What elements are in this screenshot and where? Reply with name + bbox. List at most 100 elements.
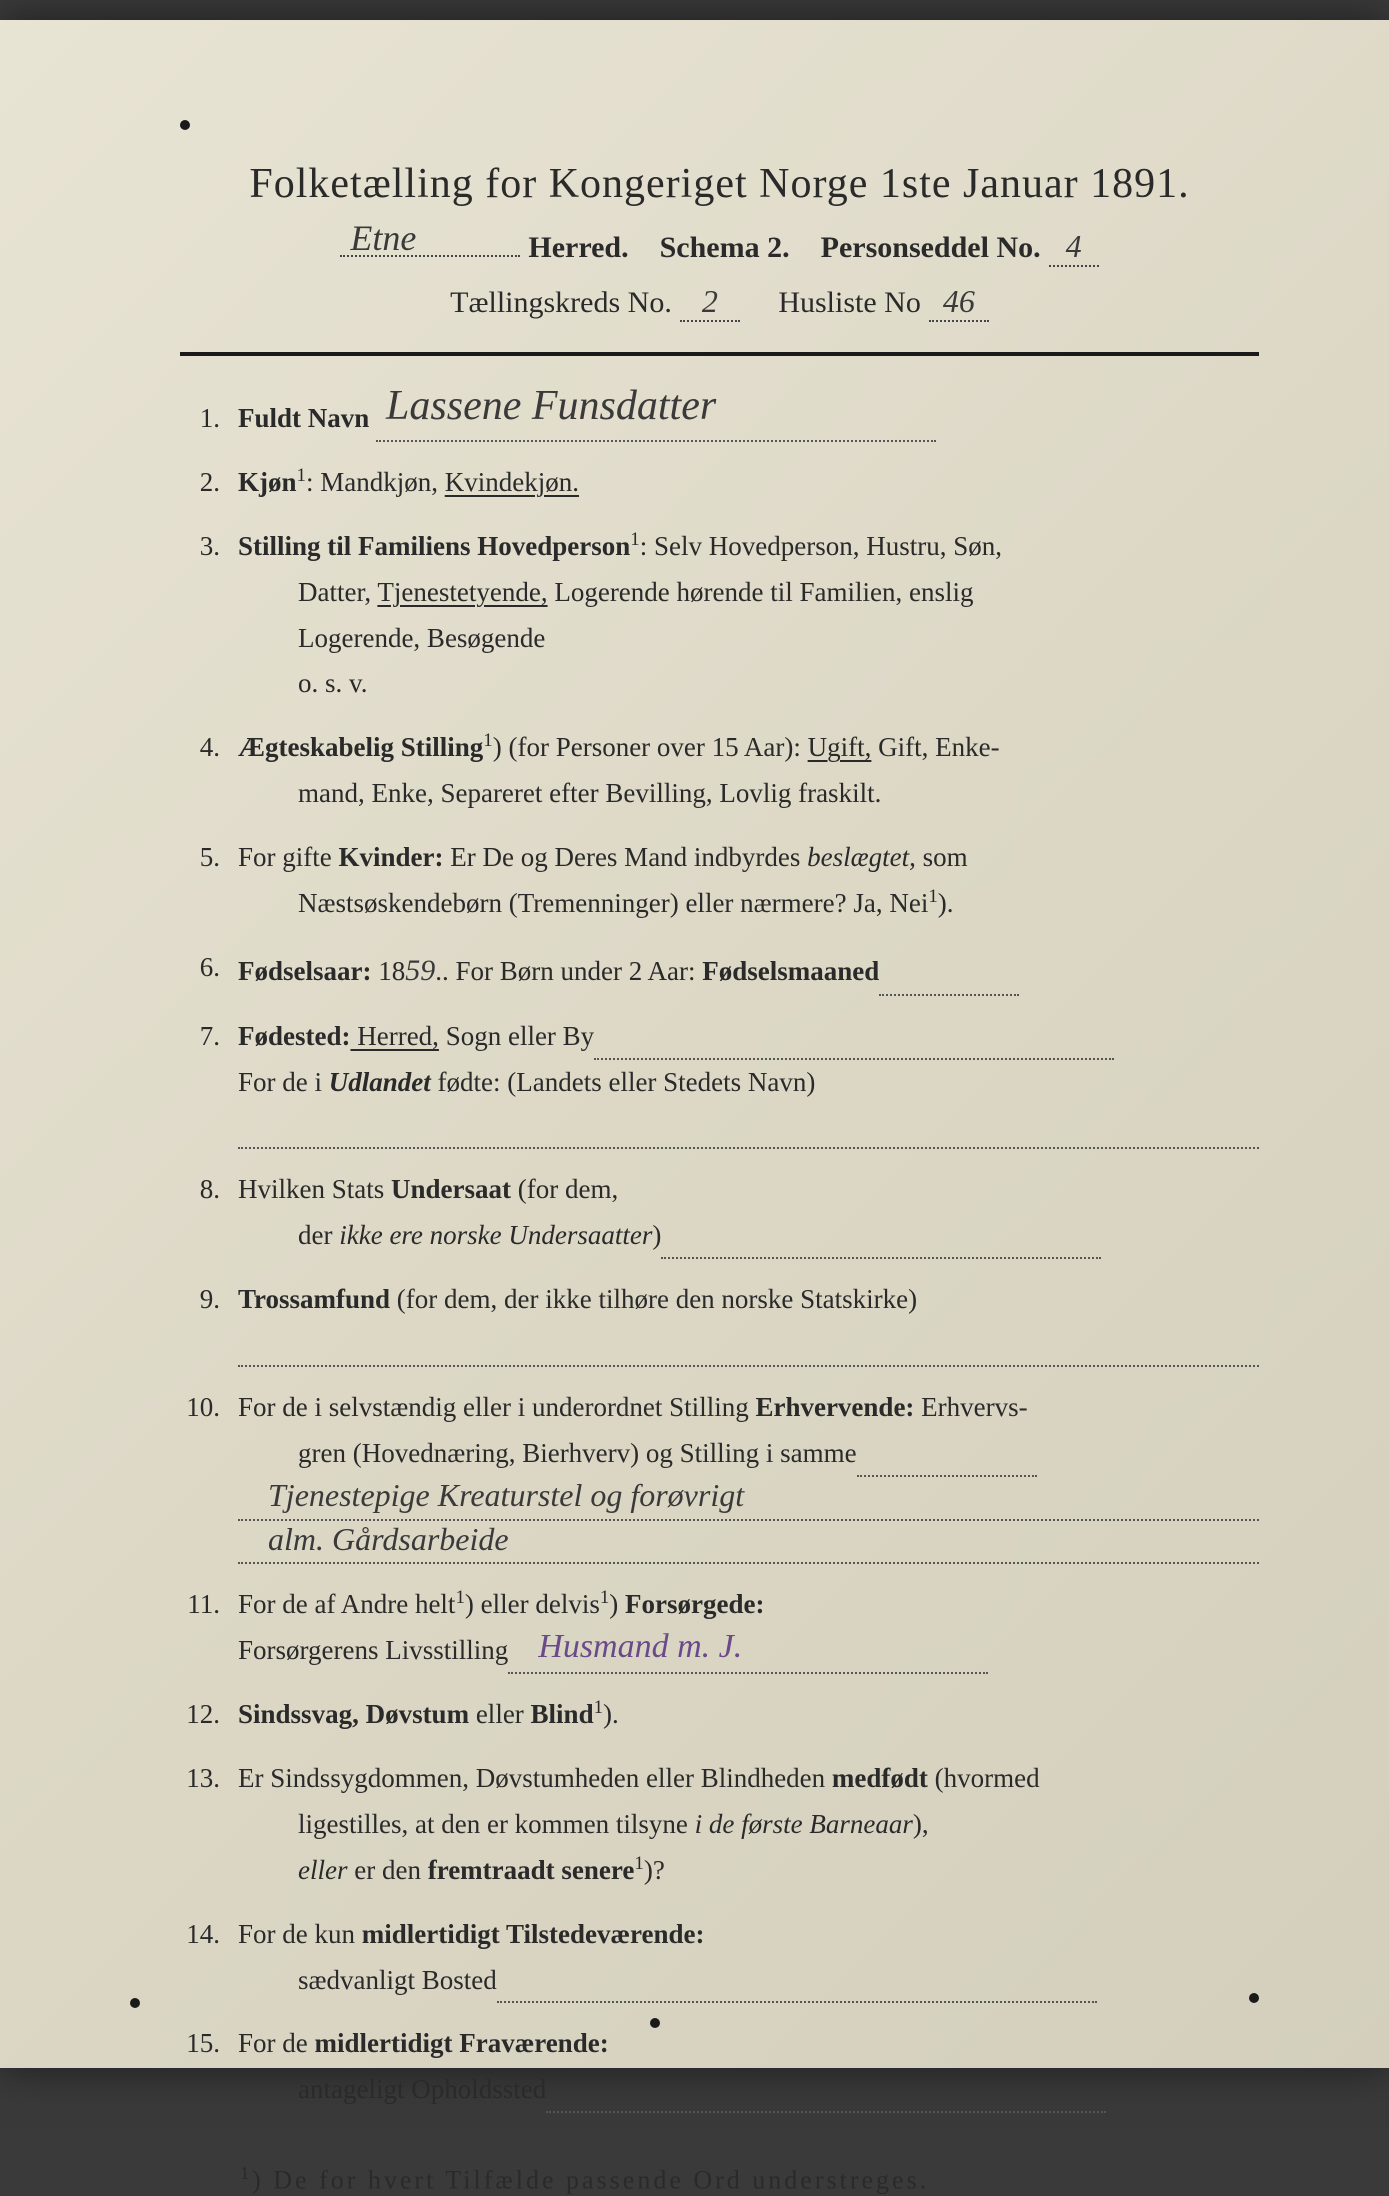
item-content: For de kun midlertidigt Tilstedeværende:… [238,1912,1259,2004]
religion-field [238,1329,1259,1367]
text: Datter, [298,577,377,607]
label-fuldt-navn: Fuldt Navn [238,403,369,433]
label-fremtraadt: fremtraadt senere [428,1855,635,1885]
sup: 1 [455,1587,464,1608]
header-line-1: Etne Herred. Schema 2. Personseddel No. … [180,228,1259,267]
item-2: 2. Kjøn1: Mandkjøn, Kvindekjøn. [180,460,1259,506]
item-num: 2. [180,460,238,506]
header-divider [180,352,1259,356]
sup: 1 [297,465,306,486]
foreign-birth-field [238,1112,1259,1150]
text: eller [469,1699,530,1729]
item-4: 4. Ægteskabelig Stilling1) (for Personer… [180,725,1259,817]
sup: 1 [630,529,639,550]
label-fodselsaar: Fødselsaar: [238,956,371,986]
footnote: 1) De for hvert Tilfælde passende Ord un… [240,2163,1259,2196]
label-medfodt: medfødt [832,1763,928,1793]
text: Sogn eller By [439,1021,594,1051]
kreds-label: Tællingskreds No. [450,286,672,320]
text: der [298,1220,339,1250]
sup: 1 [928,886,937,907]
label-sindssvag: Sindssvag, Døvstum [238,1699,469,1729]
label-aegteskab: Ægteskabelig Stilling [238,732,483,762]
footnote-sup: 1 [240,2163,252,2183]
item-num: 10. [180,1385,238,1431]
text: ) [609,1589,625,1619]
item-10: 10. For de i selvstændig eller i underor… [180,1385,1259,1564]
item-num: 9. [180,1277,238,1323]
item-content: Fødselsaar: 1859.. For Børn under 2 Aar:… [238,945,1259,996]
sup: 1 [483,730,492,751]
item-content: For de i selvstændig eller i underordnet… [238,1385,1259,1564]
item-8: 8. Hvilken Stats Undersaat (for dem, der… [180,1167,1259,1259]
item-content: Trossamfund (for dem, der ikke tilhøre d… [238,1277,1259,1367]
herred-label: Herred. [528,231,628,265]
kvindekjon-underlined: Kvindekjøn. [445,467,579,497]
item-content: Fuldt Navn Lassene Funsdatter [238,396,1259,442]
item-15: 15. For de midlertidigt Fraværende: anta… [180,2021,1259,2113]
text: Er Sindssygdommen, Døvstumheden eller Bl… [238,1763,832,1793]
item-num: 1. [180,396,238,442]
text: For de af Andre helt [238,1589,455,1619]
provider-value: Husmand m. J. [538,1618,742,1676]
text: Er De og Deres Mand indbyrdes [444,842,808,872]
personseddel-label: Personseddel No. [821,231,1041,265]
text: For de i selvstændig eller i underordnet… [238,1392,755,1422]
text: (for dem, [511,1174,618,1204]
item-content: For de af Andre helt1) eller delvis1) Fo… [238,1582,1259,1674]
text: Logerende, Besøgende [298,623,545,653]
text: For de kun [238,1919,362,1949]
item-13: 13. Er Sindssygdommen, Døvstumheden elle… [180,1756,1259,1894]
label-fodselsmaaned: Fødselsmaaned [702,956,879,986]
item-3: 3. Stilling til Familiens Hovedperson1: … [180,524,1259,708]
birthplace-field [594,1027,1114,1059]
tjenestetyende-underlined: Tjenestetyende, [377,577,547,607]
text: For Børn under 2 Aar: [449,956,702,986]
text-italic: Udlandet [329,1067,431,1097]
item-7: 7. Fødested: Herred, Sogn eller By For d… [180,1014,1259,1150]
item-content: Kjøn1: Mandkjøn, Kvindekjøn. [238,460,1259,506]
text-italic: ikke ere norske Undersaatter [339,1220,652,1250]
text: som [916,842,968,872]
text: ) eller delvis [465,1589,600,1619]
sup: 1 [634,1853,643,1874]
occupation-field-2: alm. Gårdsarbeide [238,1527,1259,1565]
label-fodested: Fødested: [238,1021,350,1051]
item-content: Ægteskabelig Stilling1) (for Personer ov… [238,725,1259,817]
text: Gift, Enke- [871,732,999,762]
item-num: 3. [180,524,238,570]
item-5: 5. For gifte Kvinder: Er De og Deres Man… [180,835,1259,927]
text-italic: i de første Barneaar [695,1809,913,1839]
label-trossamfund: Trossamfund [238,1284,390,1314]
text: For gifte [238,842,339,872]
item-content: Fødested: Herred, Sogn eller By For de i… [238,1014,1259,1150]
text-italic: beslægtet, [807,842,916,872]
label-fravaerende: midlertidigt Fraværende: [315,2028,609,2058]
husliste-value: 46 [943,283,975,319]
item-content: For gifte Kvinder: Er De og Deres Mand i… [238,835,1259,927]
item-content: For de midlertidigt Fraværende: antageli… [238,2021,1259,2113]
text: o. s. v. [298,668,368,698]
schema-label: Schema 2. [660,231,790,265]
kreds-value: 2 [702,283,718,319]
label-blind: Blind [531,1699,594,1729]
text: mand, Enke, Separeret efter Bevilling, L… [298,778,881,808]
occupation-field-0 [857,1444,1037,1476]
text: Næstsøskendebørn (Tremenninger) eller næ… [298,888,928,918]
year-value: 59 [405,954,435,987]
text: Forsørgerens Livsstilling [238,1635,508,1665]
item-content: Sindssvag, Døvstum eller Blind1). [238,1692,1259,1738]
text: For de [238,2028,315,2058]
personseddel-field: 4 [1049,228,1099,267]
text: (hvormed [928,1763,1040,1793]
year-prefix: 18 [371,956,405,986]
text: (for dem, der ikke tilhøre den norske St… [390,1284,917,1314]
husliste-label: Husliste No [778,286,921,320]
subject-field [661,1227,1101,1259]
sup: 1 [600,1587,609,1608]
text: fødte: (Landets eller Stedets Navn) [431,1067,816,1097]
text: sædvanligt Bosted [298,1965,497,1995]
text-italic: eller [298,1855,347,1885]
text: ), [913,1809,929,1839]
personseddel-value: 4 [1066,228,1082,264]
